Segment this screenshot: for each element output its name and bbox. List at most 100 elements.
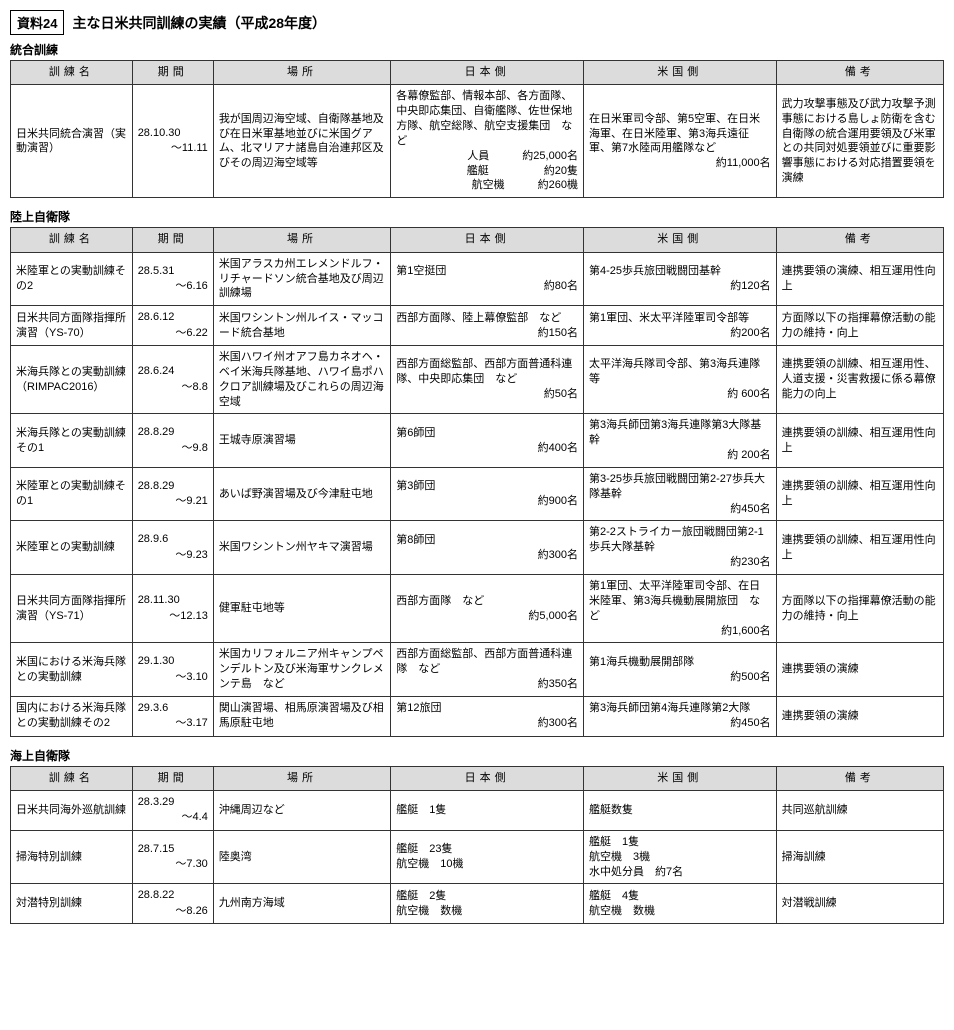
- cell-name: 米海兵隊との実動訓練その1: [11, 414, 133, 468]
- cell-name: 国内における米海兵隊との実動訓練その2: [11, 696, 133, 736]
- cell-japan: 西部方面隊 など約5,000名: [391, 574, 584, 642]
- cell-us: 在日米軍司令部、第5空軍、在日米海軍、在日米陸軍、第3海兵遠征軍、第7水陸両用艦…: [583, 85, 776, 198]
- column-header: 米国側: [583, 228, 776, 252]
- cell-location: 九州南方海域: [213, 884, 390, 924]
- cell-period: 28.8.22～8.26: [132, 884, 213, 924]
- data-table: 訓練名期間場所日本側米国側備考日米共同海外巡航訓練28.3.29～4.4沖縄周辺…: [10, 766, 944, 924]
- cell-period: 28.3.29～4.4: [132, 791, 213, 831]
- cell-remarks: 連携要領の訓練、相互運用性向上: [776, 414, 943, 468]
- column-header: 訓練名: [11, 61, 133, 85]
- cell-period: 28.10.30～11.11: [132, 85, 213, 198]
- cell-period: 28.9.6～9.23: [132, 521, 213, 575]
- cell-remarks: 方面隊以下の指揮幕僚活動の能力の維持・向上: [776, 574, 943, 642]
- cell-location: 米国ハワイ州オアフ島カネオヘ・ベイ米海兵隊基地、ハワイ島ポハクロア訓練場及びこれ…: [213, 346, 390, 414]
- document-header: 資料24 主な日米共同訓練の実績（平成28年度）: [10, 10, 944, 35]
- cell-japan: 西部方面総監部、西部方面普通科連隊、中央即応集団 など約50名: [391, 346, 584, 414]
- cell-japan: 艦艇 1隻: [391, 791, 584, 831]
- cell-remarks: 連携要領の演練: [776, 696, 943, 736]
- table-row: 米海兵隊との実動訓練（RIMPAC2016）28.6.24～8.8米国ハワイ州オ…: [11, 346, 944, 414]
- cell-name: 米陸軍との実動訓練: [11, 521, 133, 575]
- column-header: 米国側: [583, 766, 776, 790]
- cell-name: 米陸軍との実動訓練その2: [11, 252, 133, 306]
- cell-location: 我が国周辺海空域、自衛隊基地及び在日米軍基地並びに米国グアム、北マリアナ諸島自治…: [213, 85, 390, 198]
- column-header: 訓練名: [11, 766, 133, 790]
- cell-us: 艦艇 4隻航空機 数機: [583, 884, 776, 924]
- table-row: 掃海特別訓練28.7.15～7.30陸奥湾艦艇 23隻航空機 10機艦艇 1隻航…: [11, 830, 944, 884]
- cell-us: 第3海兵師団第4海兵連隊第2大隊約450名: [583, 696, 776, 736]
- cell-period: 29.1.30～3.10: [132, 643, 213, 697]
- cell-remarks: 対潜戦訓練: [776, 884, 943, 924]
- cell-location: 関山演習場、相馬原演習場及び相馬原駐屯地: [213, 696, 390, 736]
- column-header: 日本側: [391, 228, 584, 252]
- cell-name: 日米共同統合演習（実動演習）: [11, 85, 133, 198]
- cell-name: 対潜特別訓練: [11, 884, 133, 924]
- cell-remarks: 連携要領の訓練、相互運用性向上: [776, 521, 943, 575]
- cell-location: 沖縄周辺など: [213, 791, 390, 831]
- cell-remarks: 武力攻撃事態及び武力攻撃予測事態における島しょ防衛を含む自衛隊の統合運用要領及び…: [776, 85, 943, 198]
- cell-remarks: 連携要領の演練、相互運用性向上: [776, 252, 943, 306]
- cell-japan: 第1空挺団約80名: [391, 252, 584, 306]
- cell-us: 太平洋海兵隊司令部、第3海兵連隊等約 600名: [583, 346, 776, 414]
- cell-us: 第3-25歩兵旅団戦闘団第2-27歩兵大隊基幹約450名: [583, 467, 776, 521]
- cell-location: 米国ワシントン州ルイス・マッコード統合基地: [213, 306, 390, 346]
- cell-remarks: 方面隊以下の指揮幕僚活動の能力の維持・向上: [776, 306, 943, 346]
- table-row: 米陸軍との実動訓練その228.5.31～6.16米国アラスカ州エレメンドルフ・リ…: [11, 252, 944, 306]
- table-row: 米海兵隊との実動訓練その128.8.29～9.8王城寺原演習場第6師団約400名…: [11, 414, 944, 468]
- cell-period: 28.7.15～7.30: [132, 830, 213, 884]
- column-header: 期間: [132, 61, 213, 85]
- table-row: 日米共同方面隊指揮所演習（YS-71）28.11.30～12.13健軍駐屯地等西…: [11, 574, 944, 642]
- cell-period: 28.8.29～9.21: [132, 467, 213, 521]
- cell-period: 28.8.29～9.8: [132, 414, 213, 468]
- cell-location: 健軍駐屯地等: [213, 574, 390, 642]
- cell-us: 第3海兵師団第3海兵連隊第3大隊基幹約 200名: [583, 414, 776, 468]
- cell-japan: 第3師団約900名: [391, 467, 584, 521]
- cell-name: 日米共同方面隊指揮所演習（YS-70）: [11, 306, 133, 346]
- cell-period: 28.11.30～12.13: [132, 574, 213, 642]
- column-header: 日本側: [391, 61, 584, 85]
- section-title: 統合訓練: [10, 41, 944, 58]
- cell-japan: 艦艇 2隻航空機 数機: [391, 884, 584, 924]
- cell-japan: 西部方面隊、陸上幕僚監部 など約150名: [391, 306, 584, 346]
- data-table: 訓練名期間場所日本側米国側備考米陸軍との実動訓練その228.5.31～6.16米…: [10, 227, 944, 736]
- cell-japan: 各幕僚監部、情報本部、各方面隊、中央即応集団、自衛艦隊、佐世保地方隊、航空総隊、…: [391, 85, 584, 198]
- column-header: 期間: [132, 766, 213, 790]
- column-header: 場所: [213, 61, 390, 85]
- cell-japan: 第12旅団約300名: [391, 696, 584, 736]
- table-row: 米国における米海兵隊との実動訓練29.1.30～3.10米国カリフォルニア州キャ…: [11, 643, 944, 697]
- cell-location: 米国アラスカ州エレメンドルフ・リチャードソン統合基地及び周辺訓練場: [213, 252, 390, 306]
- column-header: 備考: [776, 766, 943, 790]
- column-header: 場所: [213, 766, 390, 790]
- cell-location: 米国ワシントン州ヤキマ演習場: [213, 521, 390, 575]
- cell-name: 掃海特別訓練: [11, 830, 133, 884]
- cell-remarks: 連携要領の訓練、相互運用性向上: [776, 467, 943, 521]
- column-header: 期間: [132, 228, 213, 252]
- cell-us: 艦艇数隻: [583, 791, 776, 831]
- doc-number: 資料24: [10, 10, 64, 35]
- doc-title: 主な日米共同訓練の実績（平成28年度）: [72, 13, 326, 33]
- cell-us: 第4-25歩兵旅団戦闘団基幹約120名: [583, 252, 776, 306]
- cell-name: 日米共同海外巡航訓練: [11, 791, 133, 831]
- cell-japan: 第8師団約300名: [391, 521, 584, 575]
- cell-remarks: 連携要領の演練: [776, 643, 943, 697]
- table-row: 国内における米海兵隊との実動訓練その229.3.6～3.17関山演習場、相馬原演…: [11, 696, 944, 736]
- cell-remarks: 連携要領の訓練、相互運用性、人道支援・災害救援に係る幕僚能力の向上: [776, 346, 943, 414]
- cell-japan: 西部方面総監部、西部方面普通科連隊 など約350名: [391, 643, 584, 697]
- cell-us: 第1軍団、太平洋陸軍司令部、在日米陸軍、第3海兵機動展開旅団 など約1,600名: [583, 574, 776, 642]
- cell-name: 日米共同方面隊指揮所演習（YS-71）: [11, 574, 133, 642]
- cell-location: 陸奥湾: [213, 830, 390, 884]
- table-row: 米陸軍との実動訓練その128.8.29～9.21あいば野演習場及び今津駐屯地第3…: [11, 467, 944, 521]
- cell-period: 28.6.12～6.22: [132, 306, 213, 346]
- cell-name: 米海兵隊との実動訓練（RIMPAC2016）: [11, 346, 133, 414]
- cell-period: 29.3.6～3.17: [132, 696, 213, 736]
- cell-japan: 艦艇 23隻航空機 10機: [391, 830, 584, 884]
- cell-location: 米国カリフォルニア州キャンプペンデルトン及び米海軍サンクレメンテ島 など: [213, 643, 390, 697]
- cell-us: 第1海兵機動展開部隊約500名: [583, 643, 776, 697]
- table-row: 日米共同統合演習（実動演習）28.10.30～11.11我が国周辺海空域、自衛隊…: [11, 85, 944, 198]
- table-row: 日米共同海外巡航訓練28.3.29～4.4沖縄周辺など艦艇 1隻艦艇数隻共同巡航…: [11, 791, 944, 831]
- cell-location: 王城寺原演習場: [213, 414, 390, 468]
- column-header: 訓練名: [11, 228, 133, 252]
- table-row: 日米共同方面隊指揮所演習（YS-70）28.6.12～6.22米国ワシントン州ル…: [11, 306, 944, 346]
- data-table: 訓練名期間場所日本側米国側備考日米共同統合演習（実動演習）28.10.30～11…: [10, 60, 944, 198]
- cell-us: 第1軍団、米太平洋陸軍司令部等約200名: [583, 306, 776, 346]
- column-header: 備考: [776, 61, 943, 85]
